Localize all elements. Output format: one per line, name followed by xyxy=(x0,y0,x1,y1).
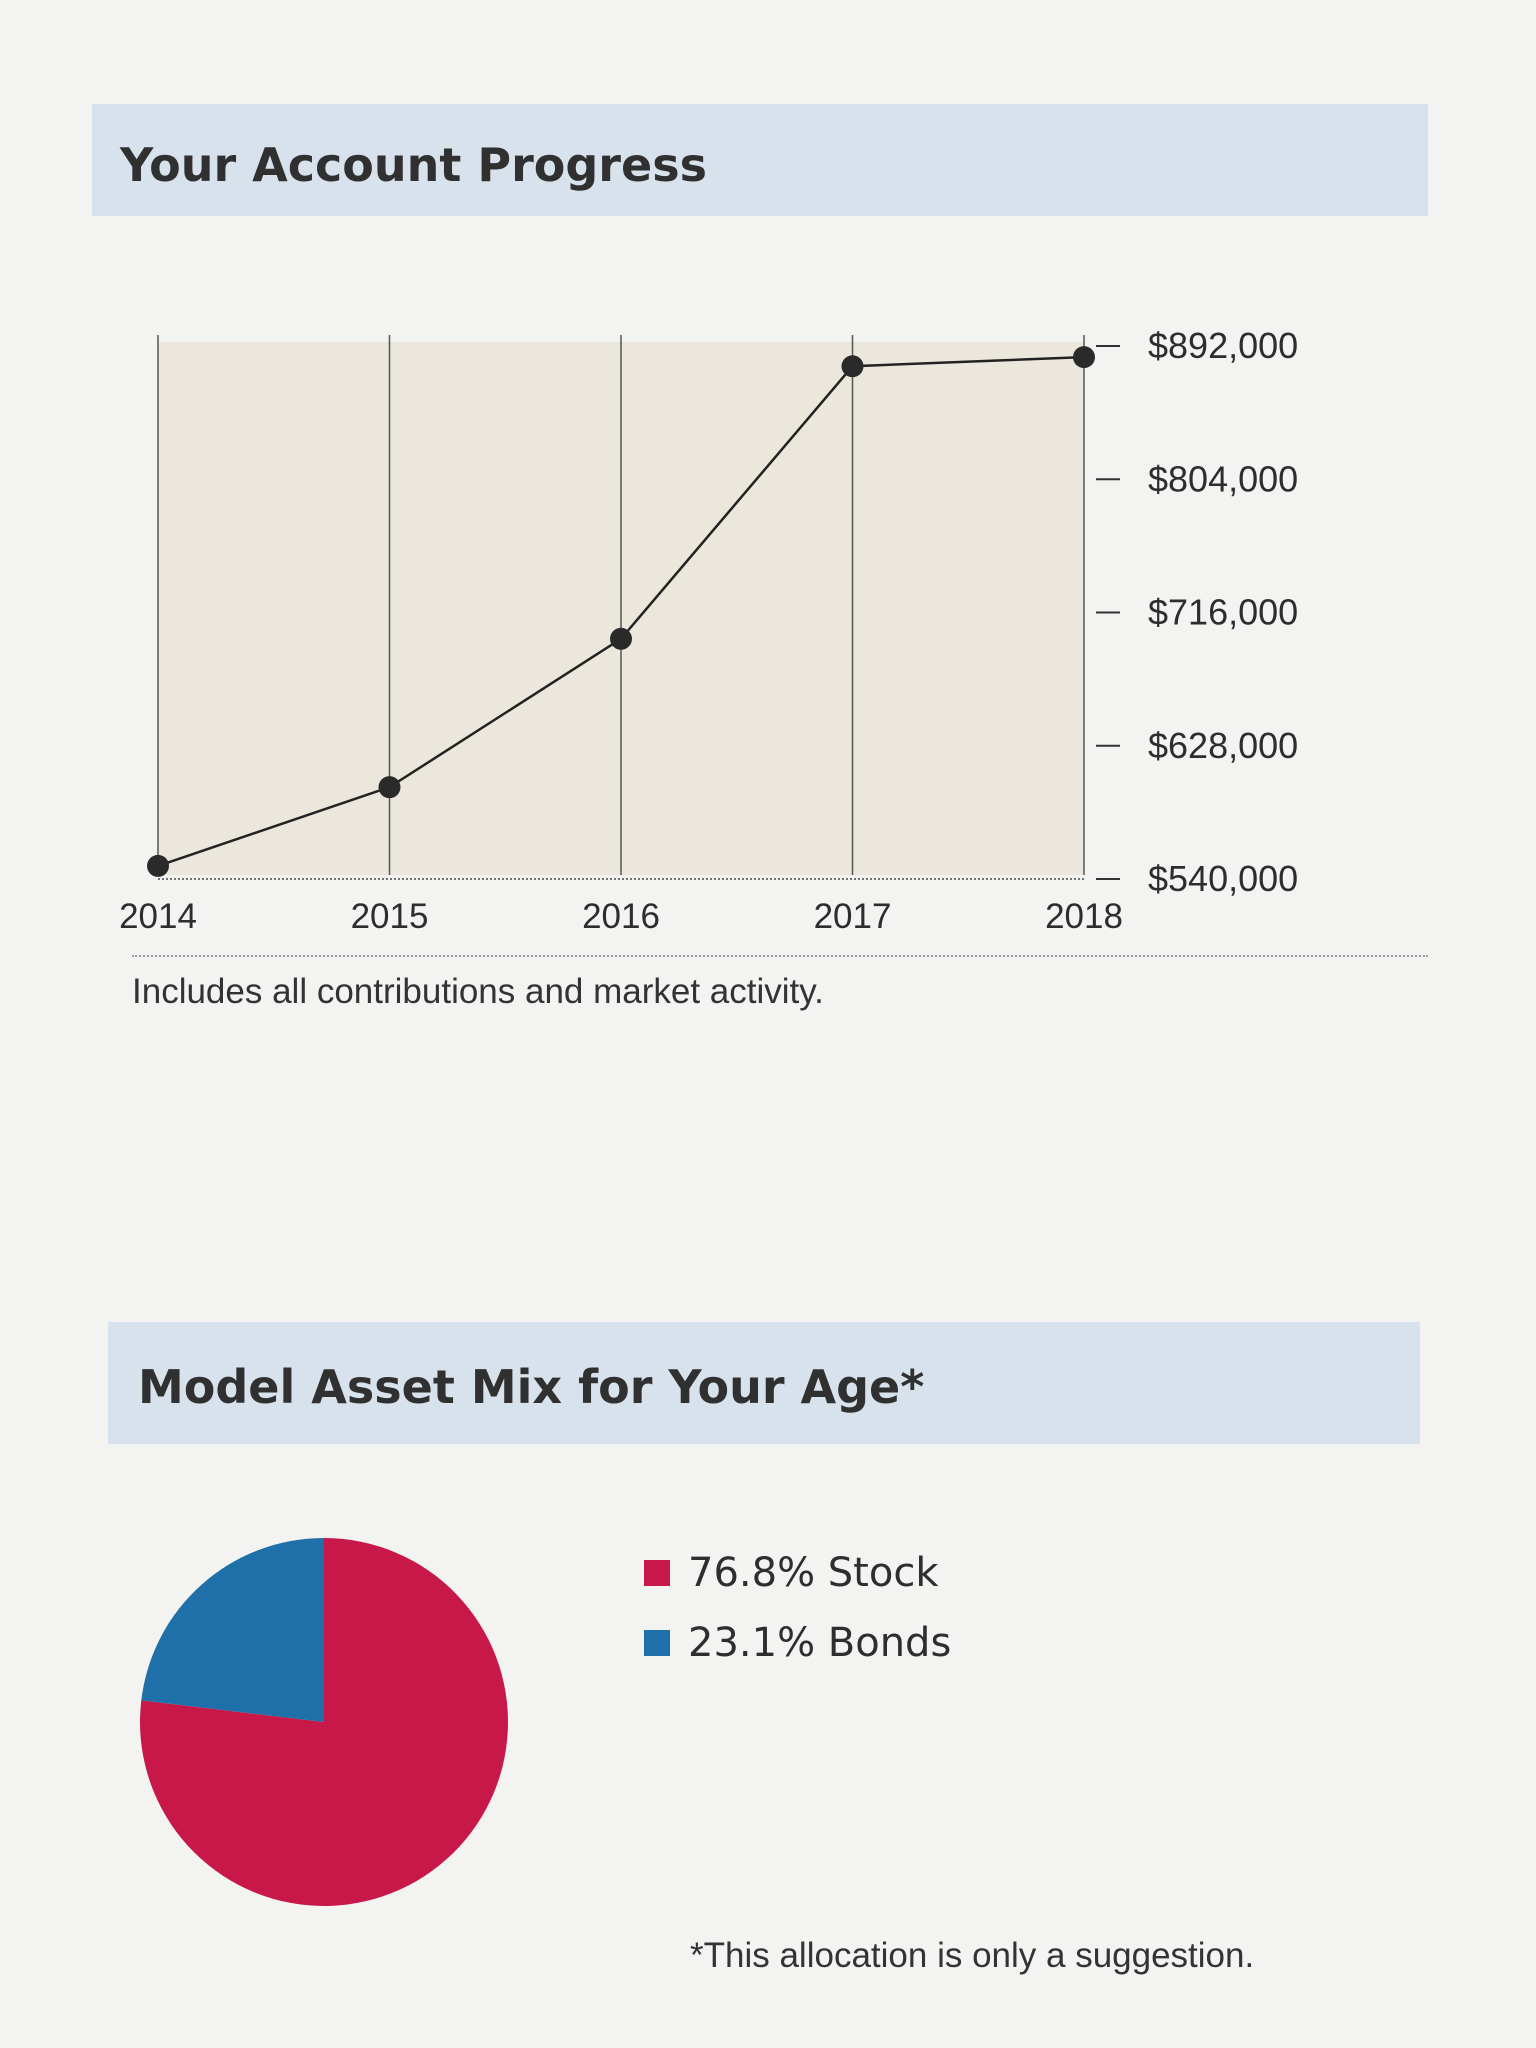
section-divider xyxy=(132,955,1428,957)
allocation-footnote: *This allocation is only a suggestion. xyxy=(690,1936,1255,1975)
legend-item-stock: 76.8% Stock xyxy=(644,1538,951,1608)
x-tick-label: 2015 xyxy=(351,897,429,936)
pie-legend: 76.8% Stock 23.1% Bonds xyxy=(644,1538,951,1678)
progress-footnote: Includes all contributions and market ac… xyxy=(132,972,824,1011)
account-progress-title: Your Account Progress xyxy=(120,138,707,192)
data-point-2014 xyxy=(147,854,169,877)
x-axis: 2014 2015 2016 2017 2018 xyxy=(119,897,1123,936)
legend-item-bonds: 23.1% Bonds xyxy=(644,1608,951,1678)
data-points xyxy=(147,346,1095,877)
pie-slice-stock xyxy=(140,1538,509,1906)
data-point-2016 xyxy=(610,627,632,650)
y-tick-label: $716,000 xyxy=(1148,592,1298,633)
y-tick-label: $628,000 xyxy=(1148,725,1298,766)
asset-mix-pie-chart xyxy=(140,1538,509,1906)
legend-label-bonds: 23.1% Bonds xyxy=(688,1620,952,1666)
data-point-2015 xyxy=(378,776,401,799)
asset-mix-title: Model Asset Mix for Your Age* xyxy=(138,1360,925,1414)
y-tick-label: $540,000 xyxy=(1148,858,1298,899)
x-tick-label: 2017 xyxy=(814,897,892,936)
account-progress-header: Your Account Progress xyxy=(92,104,1428,216)
data-point-2017 xyxy=(841,355,864,378)
bonds-swatch xyxy=(644,1630,670,1656)
y-tick-label: $892,000 xyxy=(1148,325,1298,366)
y-tick-label: $804,000 xyxy=(1148,458,1298,499)
x-tick-label: 2018 xyxy=(1045,897,1123,936)
legend-label-stock: 76.8% Stock xyxy=(688,1550,939,1596)
asset-mix-header: Model Asset Mix for Your Age* xyxy=(108,1322,1420,1444)
x-tick-label: 2014 xyxy=(119,897,197,936)
pie-slice-bonds xyxy=(141,1538,324,1722)
x-tick-label: 2016 xyxy=(582,897,660,936)
data-point-2018 xyxy=(1073,346,1095,369)
account-progress-line-chart: $540,000 $628,000 $716,000 $804,000 $892,000… xyxy=(119,325,1298,936)
stock-swatch xyxy=(644,1560,670,1586)
y-axis: $540,000 $628,000 $716,000 $804,000 $892,000 xyxy=(1096,325,1298,899)
vertical-gridlines xyxy=(157,335,1085,880)
